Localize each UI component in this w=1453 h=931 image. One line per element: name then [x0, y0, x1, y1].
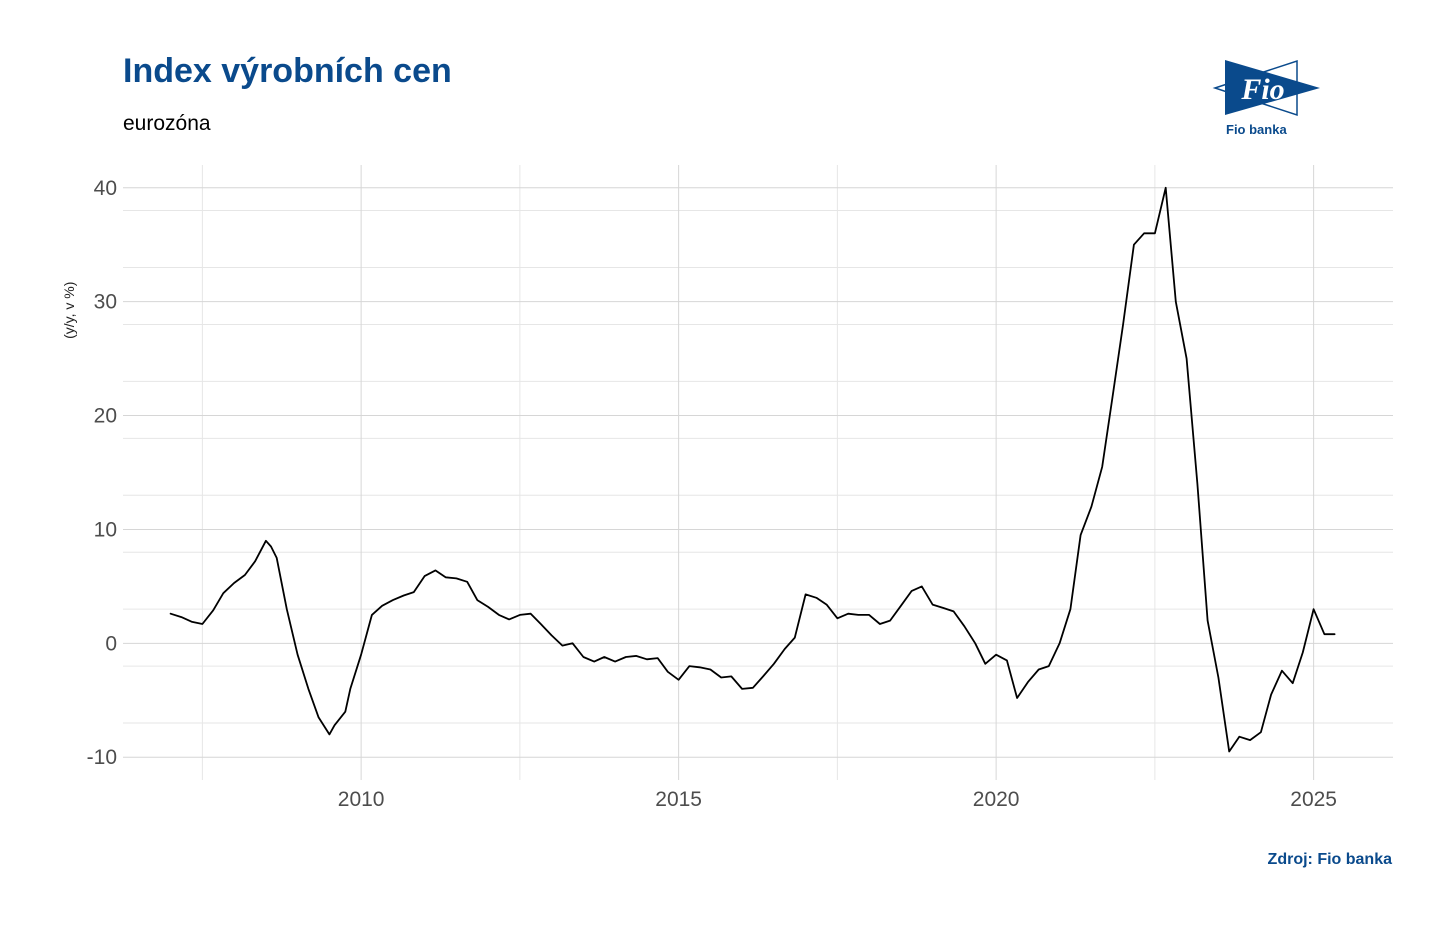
x-tick-label: 2015: [655, 788, 702, 811]
y-axis-label: (y/y, v %): [61, 282, 77, 339]
logo-caption: Fio banka: [1226, 122, 1287, 137]
series-line: [169, 186, 1336, 753]
x-tick-label: 2010: [338, 788, 385, 811]
source-note: Zdroj: Fio banka: [1267, 851, 1392, 868]
chart-subtitle: eurozóna: [123, 112, 211, 135]
x-tick-label: 2020: [973, 788, 1020, 811]
y-tick-label: 40: [94, 177, 117, 200]
y-tick-label: 10: [94, 518, 117, 541]
fio-logo-icon: Fio: [1212, 59, 1320, 117]
y-tick-label: 0: [105, 632, 117, 655]
chart-title: Index výrobních cen: [123, 52, 452, 90]
logo-brand: Fio: [1240, 73, 1284, 106]
y-tick-label: -10: [87, 746, 117, 769]
y-tick-label: 30: [94, 291, 117, 314]
x-tick-label: 2025: [1290, 788, 1337, 811]
y-tick-label: 20: [94, 405, 117, 428]
